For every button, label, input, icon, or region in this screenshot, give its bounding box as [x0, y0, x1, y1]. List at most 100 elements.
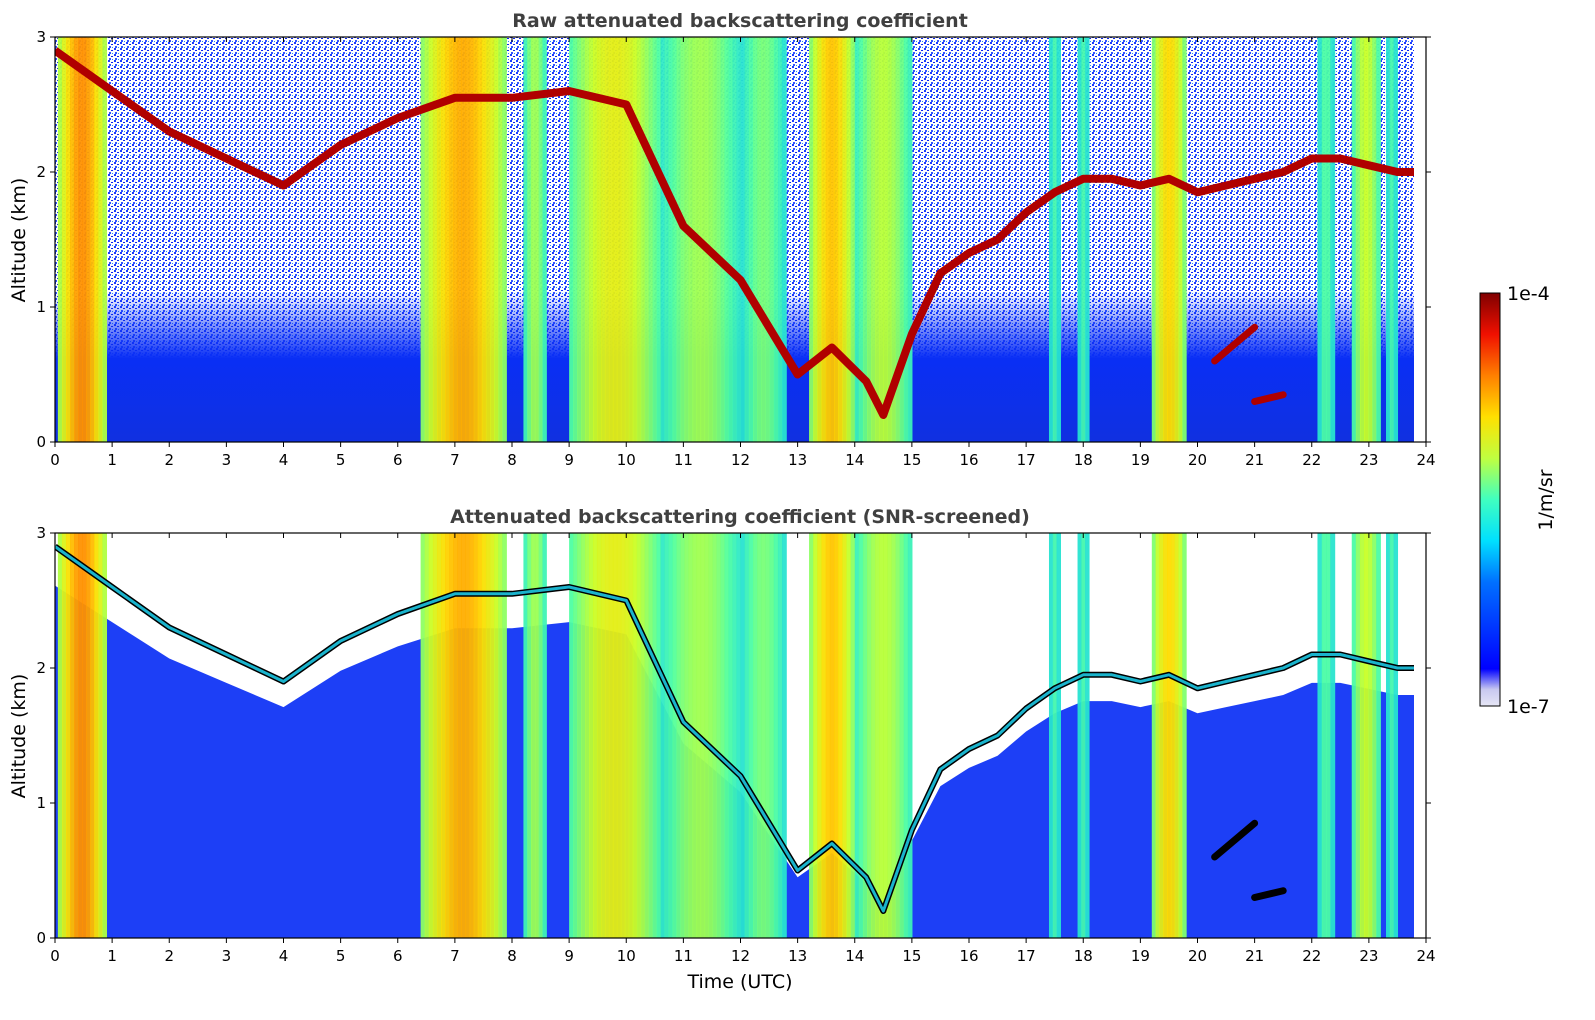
panel-bottom-plume-strip [744, 533, 750, 938]
panel-top-plume-strip [600, 37, 606, 442]
panel-top-x-tick-label: 14 [845, 451, 864, 469]
panel-top-plume-strip [628, 37, 634, 442]
panel-top-plume-strip [732, 37, 738, 442]
panel-top-plume-strip [838, 37, 843, 442]
panel-top-plume-strip [744, 37, 750, 442]
panel-bottom-x-tick-label: 0 [50, 947, 60, 965]
colorbar-unit-label: 1/m/sr [1535, 469, 1557, 530]
panel-bottom-plume-strip [769, 533, 775, 938]
panel-top-plume-strip [636, 37, 642, 442]
panel-top-plume-strip [449, 37, 454, 442]
panel-top-plume-strip [1178, 37, 1183, 442]
panel-bottom-plume-strip [1351, 533, 1357, 938]
panel-top-y-tick-label: 1 [36, 298, 46, 316]
panel-bottom-plume-strip [577, 533, 582, 938]
panel-bottom-plume-strip [636, 533, 642, 938]
panel-top-plume-strip [825, 37, 831, 442]
panel-top-plume-strip [65, 37, 71, 442]
panel-bottom-plume-strip [436, 533, 442, 938]
panel-top-plume-strip [1389, 37, 1395, 442]
panel-bottom-plume-strip [1393, 533, 1399, 938]
panel-top-plume-strip [1386, 37, 1391, 442]
panel-top-plume-strip [862, 37, 868, 442]
panel-top-plume-strip [648, 37, 654, 442]
panel-bottom-x-tick-label: 12 [731, 947, 750, 965]
panel-bottom-plume-strip [708, 533, 714, 938]
panel-top-cloud-layer [55, 47, 1418, 419]
panel-bottom-plume-strip [883, 533, 888, 938]
panel-top-plume-strip [809, 37, 814, 442]
panel-bottom-plume-strip [700, 533, 706, 938]
panel-bottom-plume-strip [850, 533, 856, 938]
panel-bottom-plume-strip [1056, 533, 1061, 938]
panel-top-plume-strip [842, 37, 848, 442]
panel-bottom-plume-strip [420, 533, 426, 938]
panel-bottom-plume-strip [428, 533, 434, 938]
panel-bottom-plume-strip [588, 533, 594, 938]
panel-bottom-plume-strip [757, 533, 762, 938]
panel-top-plume-strip [899, 37, 905, 442]
panel-bottom-plume-strip [668, 533, 674, 938]
panel-top-low-cloud [1251, 391, 1287, 405]
panel-top-x-tick-label: 22 [1302, 451, 1321, 469]
panel-top-plume-strip [538, 37, 544, 442]
panel-top-x-tick-label: 15 [902, 451, 921, 469]
panel-top-plume-strip [604, 37, 610, 442]
colorbar-min-label: 1e-7 [1507, 696, 1550, 718]
panel-bottom-plume-strip [736, 533, 742, 938]
panel-bottom-low-clouds [1211, 819, 1287, 901]
panel-top-x-tick-label: 2 [164, 451, 174, 469]
panel-bottom-plume-strip [684, 533, 690, 938]
panel-top-x-axis: 0 1 2 3 4 5 6 7 8 9 10 11 12 13 14 15 16 17 18 19 20 21 22 23 24 [50, 37, 1436, 469]
colorbar-gradient [1479, 292, 1501, 707]
panel-top-plume-strip [757, 37, 762, 442]
panel-top-plume-strip [428, 37, 434, 442]
panel-bottom-plume-strip [664, 533, 670, 938]
panel-top-low-clouds [1211, 323, 1287, 405]
panel-bottom-plume-strip [680, 533, 686, 938]
panel-bottom-plume-strip [424, 533, 430, 938]
panel-bottom-plume-strip [481, 533, 487, 938]
panel-bottom-plume-strip [838, 533, 843, 938]
panel-top-x-tick-label: 0 [50, 451, 60, 469]
panel-bottom-y-tick-label: 0 [36, 929, 46, 947]
panel-top-plume-strip [769, 37, 775, 442]
panel-top-x-tick-label: 10 [617, 451, 636, 469]
panel-top-plume-strip [588, 37, 594, 442]
panel-bottom-plume-strip [1155, 533, 1161, 938]
panel-bottom-plume-strip [1389, 533, 1395, 938]
panel-bottom-x-tick-label: 8 [507, 947, 517, 965]
panel-top-y-axis-label: Altitude (km) [8, 178, 30, 303]
panel-top-plume-strip [777, 37, 783, 442]
panel-bottom-plume-strip [628, 533, 634, 938]
panel-bottom-plume-strip [1321, 533, 1327, 938]
panel-top-plume-strip [895, 37, 901, 442]
panel-bottom-plume-strip [813, 533, 818, 938]
panel-bottom-plume-strip [866, 533, 872, 938]
panel-bottom-plume-strip [858, 533, 864, 938]
panel-top-x-tick-label: 18 [1074, 451, 1093, 469]
panel-bottom-plume-strip [817, 533, 823, 938]
panel-top-plume-strip [1317, 37, 1323, 442]
panel-top-plume-strip [620, 37, 626, 442]
panel-bottom-x-tick-label: 7 [450, 947, 460, 965]
panel-top-plume-strip [1330, 37, 1336, 442]
panel-top-plume-strip [728, 37, 734, 442]
panel-top-x-tick-label: 8 [507, 451, 517, 469]
panel-bottom-y-axis-label: Altitude (km) [8, 674, 30, 799]
panel-top-plume-strip [1321, 37, 1327, 442]
panel-top-plume-strip [1393, 37, 1399, 442]
panel-top-plume-strip [1077, 37, 1082, 442]
panel-top-plume-strip [858, 37, 864, 442]
panel-top-plume-strip [82, 37, 87, 442]
panel-top-plume-strip [903, 37, 909, 442]
panel-top-plume-strip [680, 37, 686, 442]
panel-bottom-x-tick-label: 20 [1188, 947, 1207, 965]
panel-bottom-plume-strip [825, 533, 831, 938]
panel-bottom-x-tick-label: 23 [1359, 947, 1378, 965]
panel-bottom-plume-strip [473, 533, 479, 938]
panel-bottom-plume-strip [1170, 533, 1176, 938]
panel-bottom-plume-strip [534, 533, 540, 938]
panel-bottom-plume-strip [903, 533, 909, 938]
panel-bottom-plume-strip [432, 533, 438, 938]
